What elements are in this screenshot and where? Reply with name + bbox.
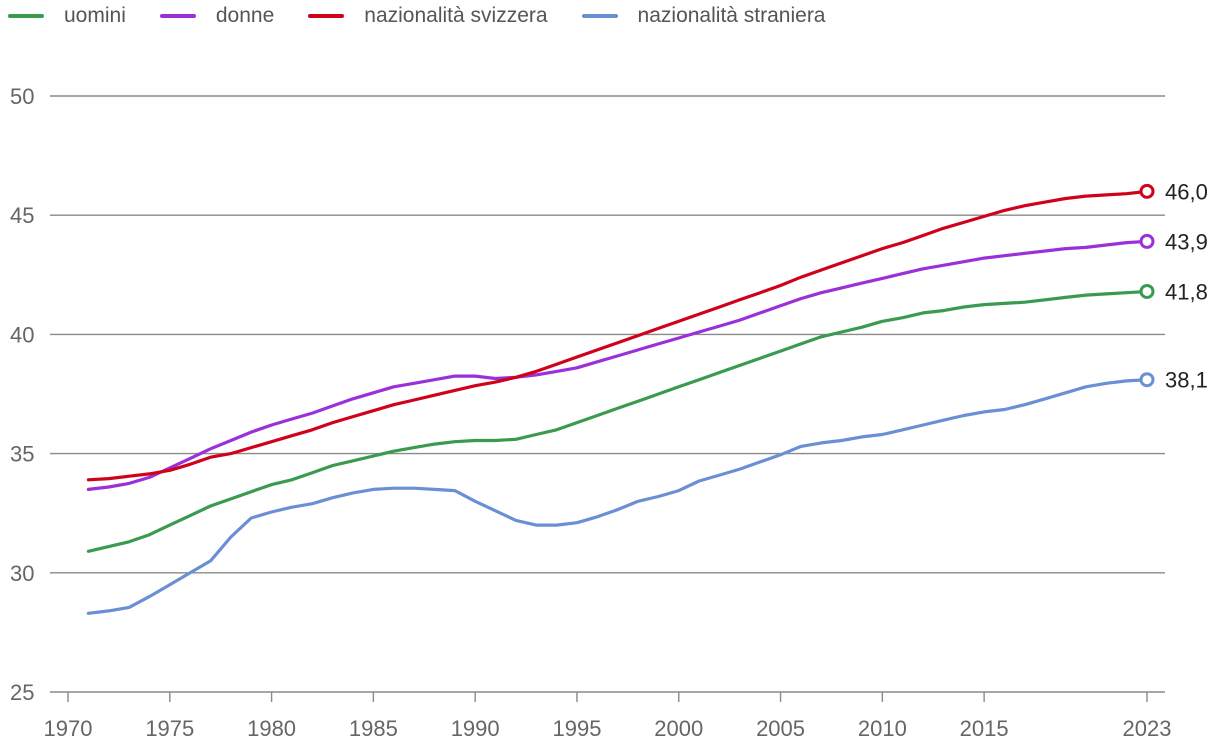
legend-label-nazionalita-svizzera: nazionalità svizzera [364,4,548,27]
legend-swatch-nazionalita-svizzera [308,14,345,18]
data-label-uomini: 41,8 [1165,279,1208,304]
legend-swatch-uomini [8,14,44,18]
x-tick-label-1985: 1985 [349,716,398,741]
x-axis: 1970 1975 1980 1985 1990 1995 2000 2005 2010 2015… [44,691,1172,741]
x-tick-label-1990: 1990 [451,716,500,741]
series-lines [86,189,1149,615]
legend-swatch-nazionalita-straniera [581,14,618,18]
x-tick-label-2015: 2015 [960,716,1009,741]
x-tick-label-1980: 1980 [247,716,296,741]
x-tick-label-2005: 2005 [756,716,805,741]
legend-item-nazionalita-straniera[interactable]: nazionalità straniera [581,4,826,28]
series-line-nazionalita-straniera [86,378,1149,615]
y-tick-label-50: 50 [10,84,34,109]
y-tick-label-35: 35 [10,442,34,467]
y-tick-label-45: 45 [10,203,34,228]
data-label-nazionalita-svizzera: 46,0 [1165,179,1208,204]
x-tick-label-1995: 1995 [552,716,601,741]
legend-item-donne[interactable]: donne [159,4,275,28]
end-marker-nazionalita-svizzera [1139,183,1155,199]
legend-item-nazionalita-svizzera[interactable]: nazionalità svizzera [308,4,548,28]
data-label-donne: 43,9 [1165,229,1208,254]
series-line-uomini [86,289,1149,553]
legend-label-uomini: uomini [64,4,126,27]
x-tick-label-2023: 2023 [1123,716,1172,741]
legend-item-uomini[interactable]: uomini [8,4,126,28]
y-tick-label-40: 40 [10,322,34,347]
y-tick-label-25: 25 [10,680,34,705]
gridlines [50,95,1165,574]
end-marker-nazionalita-straniera [1139,372,1155,388]
chart-legend: uomini donne nazionalità svizzera nazion… [8,4,860,28]
end-marker-donne [1139,233,1155,249]
series-line-nazionalita-svizzera [86,189,1149,482]
x-tick-label-2010: 2010 [858,716,907,741]
legend-label-donne: donne [215,4,275,27]
y-axis-tick-labels: 25 30 35 40 45 50 [10,84,34,705]
x-tick-label-1975: 1975 [145,716,194,741]
data-label-nazionalita-straniera: 38,1 [1165,368,1208,393]
legend-swatch-donne [159,14,196,18]
y-tick-label-30: 30 [10,561,34,586]
series-line-donne [86,239,1149,491]
end-marker-uomini [1139,283,1155,299]
x-tick-label-1970: 1970 [44,716,93,741]
x-tick-label-2000: 2000 [654,716,703,741]
end-markers: 46,0 43,9 41,8 38,1 [1139,179,1208,393]
legend-label-nazionalita-straniera: nazionalità straniera [637,4,826,27]
